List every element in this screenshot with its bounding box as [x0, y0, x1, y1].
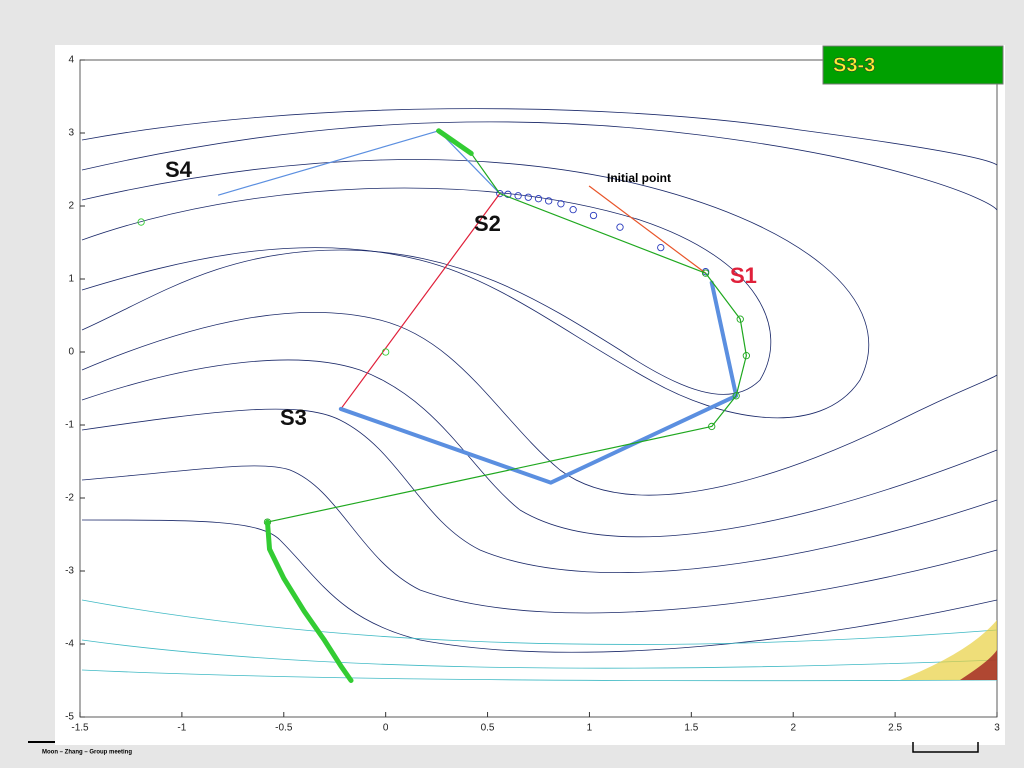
- point: [736, 315, 744, 323]
- annotation: Initial point: [607, 171, 671, 185]
- y-tick-label: -5: [65, 712, 74, 723]
- marks: [137, 128, 751, 683]
- point: [742, 351, 751, 360]
- nav-box: [912, 742, 979, 753]
- x-tick-label: -0.5: [275, 723, 293, 734]
- point: [557, 200, 565, 208]
- point: [496, 189, 504, 198]
- point: [708, 422, 716, 431]
- x-tick-label: 3: [994, 723, 1000, 734]
- y-tick-label: -2: [65, 493, 74, 504]
- trajectory: [340, 192, 501, 410]
- x-tick-label: 2: [790, 723, 796, 734]
- chart-title: S3-3: [833, 54, 875, 76]
- x-tick-label: 1.5: [684, 723, 698, 734]
- point: [701, 269, 710, 277]
- point: [137, 218, 145, 226]
- y-tick-label: 1: [68, 274, 74, 285]
- x-tick-label: 0: [383, 723, 389, 734]
- point: [732, 392, 740, 400]
- annotation: S4: [165, 157, 193, 182]
- trajectory: [436, 128, 474, 156]
- contour-peak: [960, 650, 997, 680]
- x-tick-label: -1.5: [71, 723, 89, 734]
- y-tick-label: -1: [65, 420, 74, 431]
- x-tick-label: 1: [587, 723, 593, 734]
- point: [382, 348, 390, 356]
- point: [514, 192, 522, 200]
- figure-background: [55, 45, 1005, 745]
- annotation: S2: [474, 211, 501, 236]
- y-tick-label: -4: [65, 639, 74, 650]
- contour: [81, 311, 998, 496]
- footer: Moon – Zhang – Group meeting: [42, 750, 132, 756]
- point: [534, 195, 543, 203]
- contour-peak: [900, 620, 997, 680]
- contour: [81, 465, 998, 614]
- annotation: S3: [280, 405, 307, 430]
- trajectory: [264, 519, 354, 683]
- point: [504, 190, 512, 198]
- contour: [81, 108, 998, 166]
- point: [589, 211, 598, 220]
- y-tick-label: 0: [68, 347, 74, 358]
- point: [524, 193, 532, 201]
- point: [545, 197, 553, 205]
- contour: [81, 121, 998, 211]
- annotation: S1: [730, 263, 757, 288]
- contour: [81, 669, 998, 682]
- point: [569, 205, 577, 214]
- x-tick-label: 2.5: [888, 723, 902, 734]
- point: [657, 243, 665, 252]
- title-badge: [822, 45, 1004, 85]
- y-tick-label: 2: [68, 201, 74, 212]
- contours: [81, 108, 998, 682]
- contour: [81, 408, 998, 573]
- trajectory: [266, 272, 747, 523]
- y-tick-label: 4: [68, 55, 74, 66]
- point: [616, 223, 624, 231]
- contour: [81, 599, 998, 645]
- contour: [81, 359, 998, 538]
- x-tick-label: -1: [177, 723, 186, 734]
- contour: [81, 519, 998, 653]
- x-tick-label: 0.5: [481, 723, 495, 734]
- y-tick-label: -3: [65, 566, 74, 577]
- plot-frame: [79, 59, 998, 718]
- y-tick-label: 3: [68, 128, 74, 139]
- contour: [81, 639, 998, 669]
- trajectory: [338, 280, 739, 485]
- trajectory: [588, 185, 707, 274]
